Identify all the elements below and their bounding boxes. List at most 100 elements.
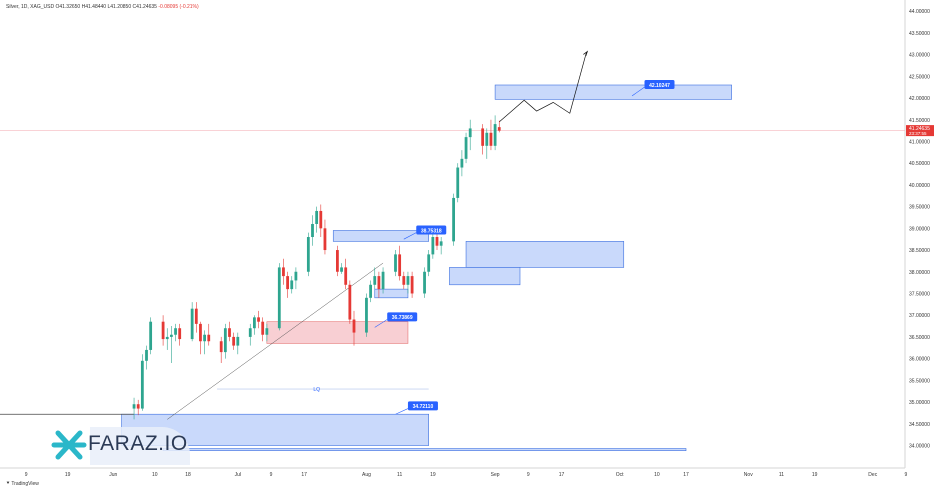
- candle: [348, 280, 352, 324]
- candle-body: [435, 237, 439, 246]
- x-tick-label: Oct: [616, 472, 624, 478]
- candle: [497, 120, 501, 133]
- x-tick-label: 9: [527, 472, 530, 478]
- candle-body: [207, 334, 211, 342]
- logo-text: FARAZ.IO: [88, 432, 188, 455]
- candle-body: [423, 271, 426, 294]
- supply-zone-top: [494, 84, 732, 100]
- label-36-73: 36.73869: [387, 312, 418, 322]
- candles-layer: [132, 115, 501, 420]
- candle-body: [253, 317, 256, 329]
- candle: [485, 128, 489, 159]
- candle: [223, 323, 227, 359]
- label-bg: [416, 225, 447, 235]
- candle-body: [261, 321, 265, 335]
- candle: [311, 215, 314, 246]
- candle: [282, 258, 285, 285]
- candle: [464, 132, 468, 164]
- candle-body: [190, 308, 194, 340]
- candle: [253, 315, 256, 335]
- x-tick-label: Nov: [744, 472, 753, 478]
- candle-body: [248, 328, 252, 337]
- demand-zone-red: [266, 321, 409, 344]
- label-34-72: 34.72110: [407, 401, 438, 411]
- low-value: L41.20850: [107, 4, 132, 10]
- x-tick-label: 19: [812, 472, 818, 478]
- candle: [410, 271, 414, 298]
- candle: [394, 250, 397, 277]
- candle: [493, 115, 497, 151]
- faraz-logo: [51, 427, 190, 465]
- time-axis[interactable]: 9 19 Jun 10 18 Jul 9 17 Aug 11 19 Sep 9 17 Oct 10 17 Nov 1…: [25, 472, 908, 478]
- zone-37-5: [374, 288, 409, 299]
- candle: [232, 332, 236, 350]
- y-tick-label: 38.00000: [909, 270, 930, 276]
- callout-pointer: [631, 86, 645, 97]
- candle: [489, 119, 493, 151]
- x-tick-label: 17: [301, 472, 307, 478]
- x-tick-label: 17: [683, 472, 689, 478]
- candle: [369, 280, 372, 303]
- x-tick-label: 9: [25, 472, 28, 478]
- candle: [435, 232, 439, 251]
- candle: [456, 163, 460, 203]
- x-tick-label: 9: [905, 472, 908, 478]
- price-tag-value: 41.24635: [909, 126, 930, 132]
- candle: [460, 150, 464, 177]
- candle: [203, 330, 206, 355]
- candle: [402, 271, 406, 290]
- zone-38-75: [332, 230, 429, 242]
- candle: [381, 267, 385, 294]
- candle: [248, 323, 252, 346]
- candle-body: [406, 276, 410, 285]
- high-value: H41.48440: [81, 4, 107, 10]
- candle: [228, 321, 231, 342]
- candle-body: [294, 271, 298, 281]
- candle-body: [132, 404, 136, 409]
- candle-body: [306, 237, 310, 272]
- candle: [207, 323, 211, 346]
- candle: [452, 193, 455, 246]
- candle-body: [464, 137, 468, 159]
- candle-body: [257, 317, 260, 322]
- y-tick-label: 35.50000: [909, 378, 930, 384]
- tradingview-footer[interactable]: ⯆ TradingView: [6, 481, 39, 487]
- y-tick-label: 39.00000: [909, 226, 930, 232]
- candle-body: [344, 267, 348, 285]
- candle: [277, 263, 281, 331]
- candle-body: [369, 284, 372, 298]
- candle: [236, 332, 240, 355]
- price-axis[interactable]: 34.00000 34.50000 35.00000 35.50000 36.00000…: [906, 9, 934, 449]
- candle-body: [319, 210, 323, 229]
- candle: [439, 237, 443, 255]
- label-bg: [644, 80, 675, 90]
- lq-label: LQ: [313, 387, 320, 393]
- candle-body: [286, 276, 289, 290]
- candle: [136, 399, 140, 416]
- candle-body: [493, 124, 497, 146]
- candle: [398, 245, 402, 281]
- candle-body: [140, 360, 144, 409]
- drawing-lines: [0, 50, 905, 420]
- x-tick-label: 11: [397, 472, 402, 478]
- x-tick-label: 19: [430, 472, 436, 478]
- y-tick-label: 38.50000: [909, 248, 930, 254]
- candle-body: [381, 271, 385, 290]
- label-bg: [407, 401, 438, 411]
- x-tick-label: Aug: [362, 472, 371, 478]
- close-value: C41.24635: [132, 4, 157, 10]
- candle-body: [456, 167, 460, 198]
- y-tick-label: 43.50000: [909, 31, 930, 37]
- candle-body: [165, 336, 169, 340]
- tradingview-icon: ⯆: [6, 481, 11, 487]
- x-tick-label: Jul: [235, 472, 241, 478]
- projection-arrowhead: [583, 50, 589, 57]
- candle-body: [340, 267, 343, 272]
- x-tick-label: 17: [559, 472, 565, 478]
- callout-pointer: [403, 232, 417, 240]
- candle: [132, 397, 136, 420]
- candle-body: [485, 132, 489, 146]
- candle-body: [178, 328, 182, 340]
